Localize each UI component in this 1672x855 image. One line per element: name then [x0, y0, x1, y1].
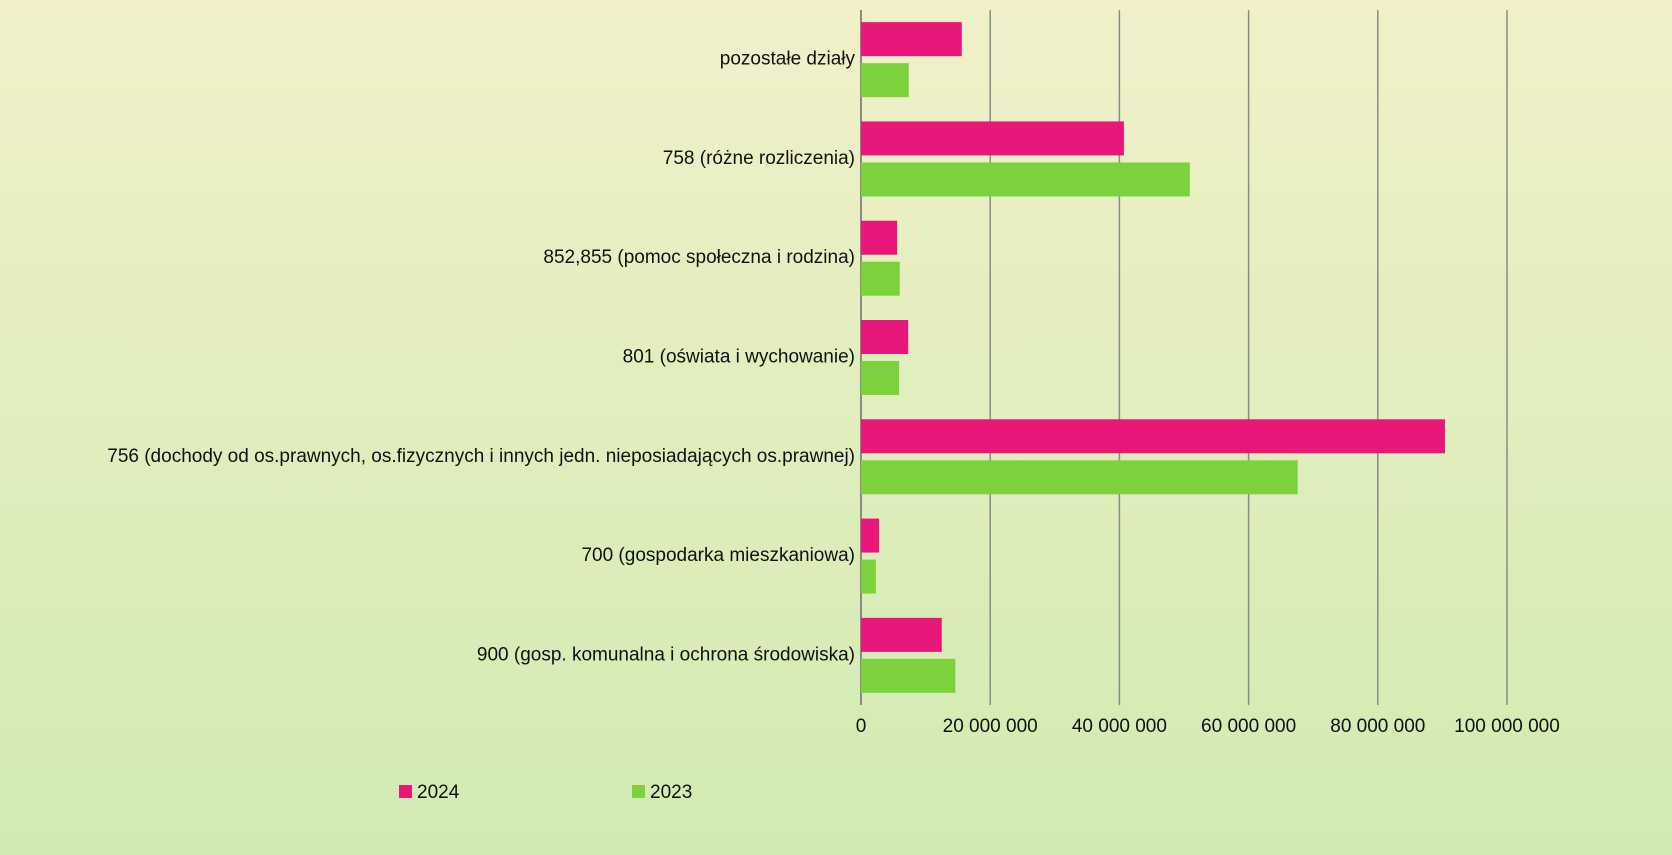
- bar: [861, 22, 962, 57]
- legend-swatch: [632, 785, 645, 798]
- bar: [861, 518, 880, 553]
- category-label: 758 (różne rozliczenia): [663, 148, 855, 169]
- legend-swatch: [399, 785, 412, 798]
- bar: [861, 261, 900, 296]
- bar: [861, 320, 909, 354]
- x-tick-label: 0: [856, 716, 867, 737]
- bar: [861, 121, 1124, 156]
- bar: [861, 460, 1298, 495]
- bar: [861, 361, 900, 395]
- category-label: pozostałe działy: [720, 49, 856, 70]
- x-tick-label: 40 000 000: [1072, 716, 1167, 737]
- category-label: 801 (oświata i wychowanie): [623, 347, 855, 368]
- category-label: 700 (gospodarka mieszkaniowa): [581, 545, 855, 566]
- x-tick-label: 60 000 000: [1201, 716, 1296, 737]
- bar: [861, 162, 1190, 197]
- bar: [861, 220, 898, 255]
- x-tick-label: 20 000 000: [943, 716, 1038, 737]
- x-tick-label: 80 000 000: [1330, 716, 1425, 737]
- bar: [861, 658, 956, 693]
- bar: [861, 617, 942, 652]
- legend-label: 2024: [417, 782, 460, 803]
- legend-label: 2023: [650, 782, 692, 803]
- x-tick-label: 100 000 000: [1454, 716, 1560, 737]
- category-label: 756 (dochody od os.prawnych, os.fizyczny…: [107, 446, 855, 467]
- bar: [861, 559, 876, 594]
- category-label: 900 (gosp. komunalna i ochrona środowisk…: [477, 644, 855, 665]
- bar: [861, 419, 1445, 454]
- category-label: 852,855 (pomoc społeczna i rodzina): [543, 247, 855, 268]
- bar: [861, 63, 909, 98]
